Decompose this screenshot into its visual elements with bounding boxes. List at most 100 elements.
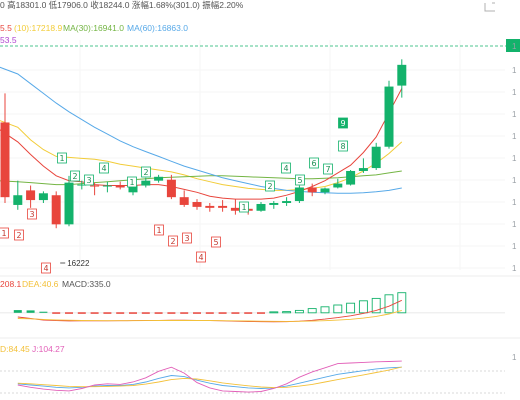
price-axis-tick: 1	[512, 176, 517, 185]
macd-header: 208.1 DEA:40.6 MACD:335.0	[0, 279, 111, 289]
sequence-marker-box	[281, 162, 291, 174]
sequence-marker: 2	[14, 229, 24, 241]
candle-body	[179, 197, 189, 205]
candle-body	[77, 184, 87, 186]
sequence-marker: 8	[338, 140, 348, 152]
macd-dif-line	[17, 299, 402, 323]
candle-body	[371, 146, 381, 169]
candle-body	[115, 185, 125, 188]
sequence-marker: 2	[141, 166, 151, 178]
macd-histogram-bar	[397, 292, 407, 314]
macd-histogram-bar	[371, 297, 381, 314]
macd-histogram-bar	[141, 312, 150, 314]
sequence-marker: 3	[27, 208, 37, 220]
candle-body	[128, 185, 138, 193]
sequence-marker-box	[14, 229, 24, 241]
sequence-marker-box	[84, 174, 94, 186]
candle-body	[51, 195, 61, 225]
macd-histogram-bar	[193, 312, 201, 314]
kdj-d-label: D:84.45	[0, 344, 30, 354]
sequence-marker-box	[211, 236, 221, 248]
macd-histogram-bar	[384, 294, 394, 314]
macd-histogram-bar	[65, 312, 73, 314]
candle-body	[269, 202, 279, 205]
price-axis-tick: 1	[512, 198, 517, 207]
candle-body	[192, 202, 202, 207]
sequence-marker-digit: 2	[16, 231, 21, 240]
macd-dea-line	[17, 309, 402, 322]
ma-line-ma10	[0, 120, 403, 191]
sequence-marker-box	[70, 170, 80, 182]
sequence-marker-digit: 1	[241, 203, 246, 212]
sequence-marker: 1	[127, 176, 137, 188]
sequence-marker-digit: 4	[101, 164, 106, 173]
sequence-marker-box	[338, 117, 348, 129]
candle-body	[0, 122, 10, 198]
sequence-marker-box	[239, 201, 249, 213]
macd-histogram-bar	[39, 311, 48, 313]
sequence-marker-digit: 2	[170, 237, 175, 246]
macd-dif-label: 208.1	[0, 279, 22, 289]
candle-body	[320, 188, 330, 193]
macd-dea-label: DEA:40.6	[22, 279, 59, 289]
sequence-marker-digit: 6	[311, 159, 316, 168]
ma-prefix: 5.5	[0, 23, 12, 33]
sequence-marker: 2	[70, 170, 80, 182]
macd-histogram-bar	[205, 312, 214, 314]
sequence-marker-digit: 4	[198, 253, 203, 262]
sequence-marker-digit: 9	[340, 119, 345, 128]
price-axis-tick: 1	[512, 154, 517, 163]
macd-histogram-bar	[180, 312, 189, 314]
candle-body	[166, 179, 176, 198]
sequence-marker-box	[127, 176, 137, 188]
last-price-line: 1	[0, 39, 520, 52]
candle-body	[90, 185, 100, 187]
sequence-marker-digit: 3	[184, 234, 189, 243]
sequence-marker: 7	[323, 163, 333, 175]
kdj-j-label: J:104.27	[32, 344, 65, 354]
sequence-marker-digit: 1	[156, 226, 161, 235]
candle-body	[205, 205, 215, 208]
sequence-marker: 4	[196, 251, 206, 263]
sequence-marker-digit: 1	[1, 229, 6, 238]
sequence-marker: 2	[265, 180, 275, 192]
candle-body	[358, 168, 368, 171]
fullscreen-icon[interactable]	[484, 2, 495, 12]
macd-histogram-bar	[320, 306, 330, 314]
macd-value-label: MACD:335.0	[62, 279, 111, 289]
macd-histogram-bar	[257, 312, 265, 314]
kdj-line-k	[17, 366, 402, 389]
ma30-label: MA(30):16941.0	[63, 23, 124, 33]
sequence-marker-box	[41, 262, 51, 274]
sequence-marker-box	[338, 140, 348, 152]
macd-histogram-bar	[269, 311, 279, 314]
sequence-marker: 4	[99, 162, 109, 174]
sequence-marker-box	[196, 251, 206, 263]
macd-histogram-bar	[116, 312, 125, 314]
ohlc-header: 0 高18301.0 低17906.0 收18244.0 涨幅1.68%(301…	[0, 0, 244, 10]
sequence-marker-box	[99, 162, 109, 174]
price-axis: 1 1 1 1 1 1 1 1 1 1	[512, 66, 517, 273]
candle-body	[102, 185, 112, 187]
sequence-marker: 1	[57, 152, 67, 164]
candle-body	[218, 205, 228, 208]
sequence-marker-box	[323, 163, 333, 175]
sequence-marker-digit: 5	[297, 176, 302, 185]
macd-histogram-bar	[307, 308, 317, 314]
candle-body	[26, 190, 36, 201]
sequence-marker-box	[0, 227, 9, 239]
price-axis-tick: 1	[512, 132, 517, 141]
candle-body	[397, 64, 407, 86]
price-axis-tick: 1	[512, 66, 517, 75]
sequence-marker: 9	[338, 117, 348, 129]
candle-body	[294, 187, 304, 202]
macd-histogram-bar	[333, 304, 343, 314]
sequence-marker: 3	[84, 174, 94, 186]
sequence-marker-digit: 2	[267, 182, 272, 191]
sequence-marker-digit: 8	[340, 142, 345, 151]
sequence-marker-box	[168, 235, 178, 247]
price-axis-tick: 1	[512, 88, 517, 97]
last-price-tag-text: 1	[512, 42, 517, 51]
